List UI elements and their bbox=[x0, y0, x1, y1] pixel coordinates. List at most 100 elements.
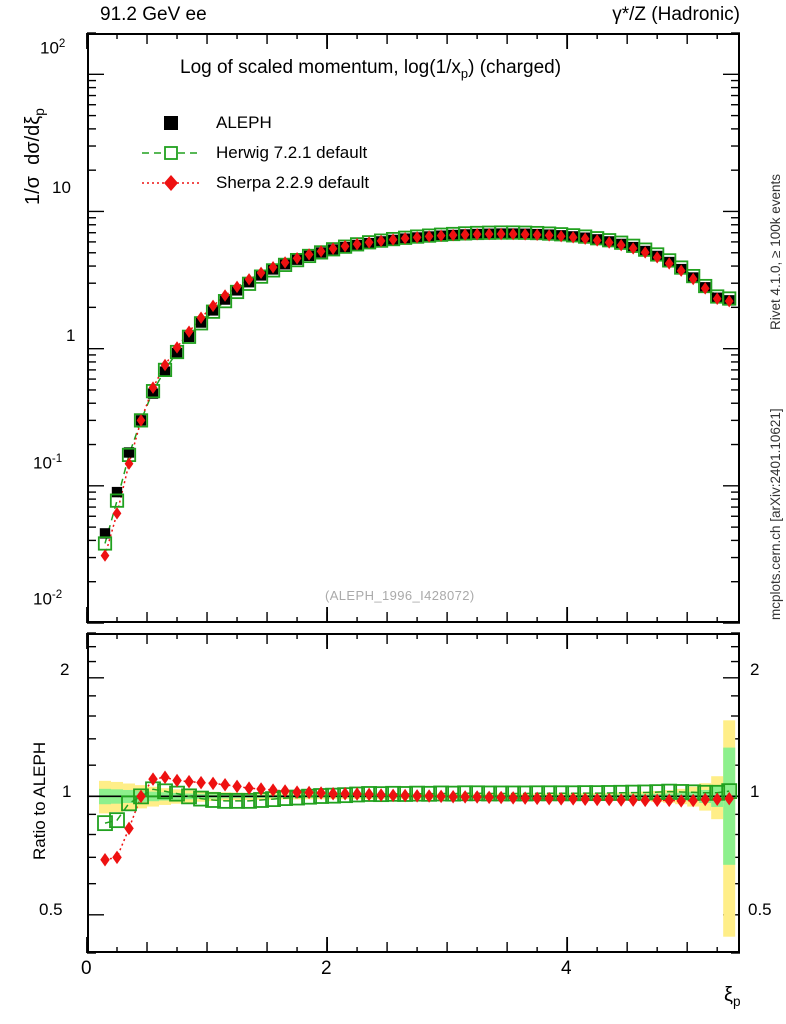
ratio-point-sherpa bbox=[412, 789, 422, 803]
main-ytick-1: 1 bbox=[66, 326, 76, 345]
main-point-herwig bbox=[97, 536, 113, 551]
ratio-point-sherpa bbox=[148, 772, 158, 786]
main-point-sherpa bbox=[112, 507, 122, 520]
ratio-point-sherpa bbox=[304, 785, 314, 800]
xtick-4: 4 bbox=[561, 958, 572, 979]
ratio-point-sherpa bbox=[100, 853, 110, 867]
main-point-sherpa bbox=[304, 248, 314, 261]
main-point-sherpa bbox=[520, 228, 530, 241]
main-point-sherpa bbox=[544, 229, 554, 242]
ratio-ytick-05-left: 0.5 bbox=[39, 900, 63, 919]
main-point-sherpa bbox=[292, 252, 302, 265]
main-ytick-10: 10 bbox=[52, 178, 71, 197]
main-point-sherpa bbox=[700, 282, 710, 295]
ratio-point-sherpa bbox=[508, 791, 518, 805]
ratio-point-sherpa bbox=[232, 779, 242, 794]
ratio-point-sherpa bbox=[676, 794, 686, 808]
ratio-point-sherpa bbox=[640, 793, 650, 808]
main-point-sherpa bbox=[472, 228, 482, 241]
ratio-point-sherpa bbox=[628, 793, 638, 807]
ratio-band-inner bbox=[723, 747, 736, 865]
main-point-sherpa bbox=[496, 227, 506, 241]
main-point-sherpa bbox=[208, 299, 218, 313]
legend-entry-2: Sherpa 2.2.9 default bbox=[140, 168, 369, 198]
legend-entry-1: Herwig 7.2.1 default bbox=[140, 138, 369, 168]
ratio-point-sherpa bbox=[124, 821, 134, 836]
legend: ALEPH Herwig 7.2.1 default Sherpa 2.2.9 de… bbox=[140, 108, 369, 198]
ratio-point-sherpa bbox=[496, 790, 506, 805]
main-point-sherpa bbox=[148, 381, 158, 394]
main-point-sherpa bbox=[364, 236, 374, 249]
main-point-aleph bbox=[99, 528, 111, 539]
ratio-point-sherpa bbox=[220, 778, 230, 792]
ratio-point-sherpa bbox=[340, 787, 350, 801]
main-ytick-1e2: 102 bbox=[40, 38, 66, 58]
ratio-point-sherpa bbox=[448, 789, 458, 804]
ratio-point-sherpa bbox=[160, 770, 170, 785]
ratio-point-sherpa bbox=[184, 774, 194, 789]
main-point-sherpa bbox=[532, 228, 542, 242]
legend-entry-0: ALEPH bbox=[140, 108, 369, 138]
main-point-sherpa bbox=[184, 325, 194, 338]
ratio-point-sherpa bbox=[172, 773, 182, 788]
main-plot-title: Log of scaled momentum, log(1/xp) (charg… bbox=[180, 57, 561, 81]
main-point-sherpa bbox=[436, 229, 446, 242]
xaxis-title-text: ξ bbox=[724, 984, 733, 1006]
ratio-point-sherpa bbox=[664, 793, 674, 808]
ratio-point-sherpa bbox=[244, 781, 254, 795]
main-point-aleph bbox=[159, 366, 171, 377]
ratio-point-sherpa bbox=[460, 790, 470, 804]
main-point-sherpa bbox=[400, 232, 410, 245]
ratio-point-sherpa bbox=[352, 787, 362, 801]
main-point-aleph bbox=[111, 486, 123, 498]
legend-marker-filled-diamond bbox=[140, 172, 202, 194]
ratio-ytick-2-left: 2 bbox=[60, 660, 70, 679]
main-point-sherpa bbox=[652, 251, 662, 264]
main-point-sherpa bbox=[640, 246, 650, 259]
legend-marker-filled-square bbox=[140, 112, 202, 134]
main-point-sherpa bbox=[124, 457, 134, 470]
ratio-point-sherpa bbox=[532, 791, 542, 806]
ratio-point-herwig bbox=[205, 792, 221, 808]
main-point-sherpa bbox=[232, 280, 242, 294]
main-point-sherpa bbox=[196, 311, 206, 324]
main-point-sherpa bbox=[628, 242, 638, 255]
ratio-point-sherpa bbox=[568, 792, 578, 806]
ratio-point-sherpa bbox=[616, 793, 626, 807]
ratio-point-herwig bbox=[181, 788, 197, 805]
ratio-ytick-2-right: 2 bbox=[750, 660, 760, 679]
ratio-point-sherpa bbox=[604, 792, 614, 807]
main-point-sherpa bbox=[592, 234, 602, 247]
ratio-point-sherpa bbox=[520, 791, 530, 805]
main-point-sherpa bbox=[256, 266, 266, 280]
ratio-point-sherpa bbox=[268, 783, 278, 797]
main-point-sherpa bbox=[352, 237, 362, 251]
analysis-watermark: (ALEPH_1996_I428072) bbox=[325, 588, 475, 603]
main-point-sherpa bbox=[136, 414, 146, 427]
main-point-sherpa bbox=[412, 231, 422, 244]
main-title-text: Log of scaled momentum, log(1/x bbox=[180, 57, 461, 78]
ratio-point-sherpa bbox=[208, 776, 218, 791]
main-point-sherpa bbox=[688, 272, 698, 286]
ratio-point-herwig bbox=[217, 792, 233, 809]
ratio-point-herwig bbox=[157, 783, 173, 800]
ratio-ytick-1-right: 1 bbox=[750, 782, 760, 801]
main-point-sherpa bbox=[100, 549, 110, 562]
ratio-point-sherpa bbox=[388, 788, 398, 803]
ratio-point-sherpa bbox=[724, 791, 734, 806]
xaxis-title-sub: p bbox=[732, 994, 741, 1009]
ratio-ytick-05-right: 0.5 bbox=[748, 900, 772, 919]
main-point-sherpa bbox=[664, 257, 674, 270]
ratio-point-sherpa bbox=[136, 789, 146, 804]
main-point-sherpa bbox=[160, 358, 170, 372]
main-point-sherpa bbox=[244, 273, 254, 286]
main-point-sherpa bbox=[676, 264, 686, 277]
ratio-point-sherpa bbox=[556, 792, 566, 806]
main-point-sherpa bbox=[388, 233, 398, 246]
ratio-point-sherpa bbox=[700, 792, 710, 807]
main-point-sherpa bbox=[568, 231, 578, 244]
ratio-point-sherpa bbox=[376, 788, 386, 802]
main-point-aleph bbox=[123, 447, 135, 458]
ratio-point-herwig bbox=[193, 790, 209, 807]
